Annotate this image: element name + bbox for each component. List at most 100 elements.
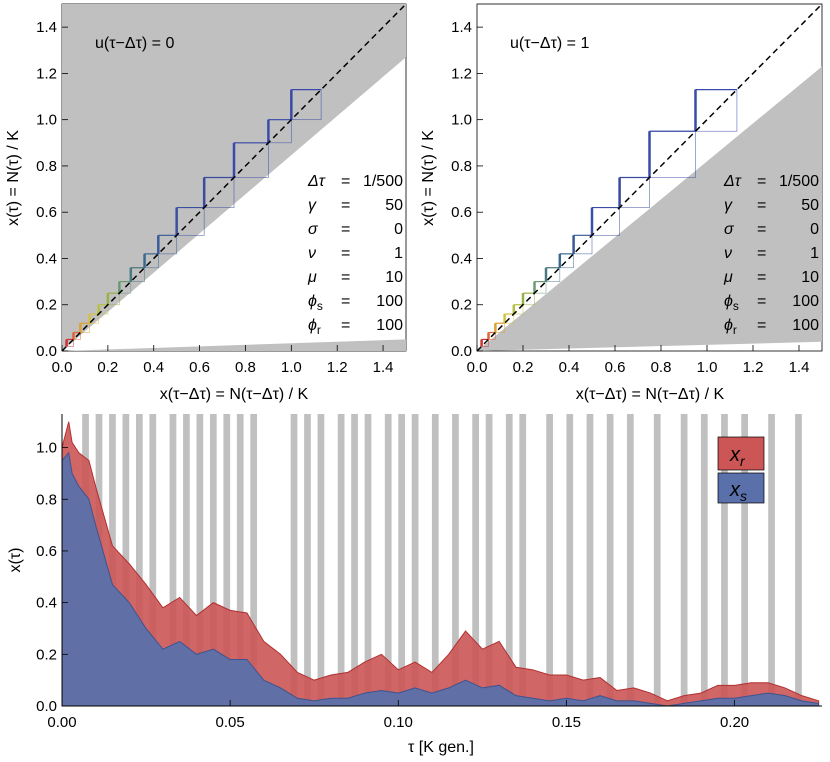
treatment-band (485, 414, 493, 706)
param-equals: = (341, 197, 350, 214)
y-tick-label: 1.0 (36, 440, 57, 457)
treatment-band (149, 414, 157, 706)
y-tick-label: 0.6 (451, 204, 472, 221)
param-equals: = (341, 317, 350, 334)
y-tick-label: 0.2 (36, 646, 57, 663)
param-value: 100 (792, 293, 819, 310)
y-tick-label: 0.0 (36, 343, 57, 360)
x-tick-label: 0.8 (651, 359, 672, 376)
panel-top-right-annotation: u(τ−Δτ) = 1 (510, 35, 589, 52)
panel-top-left-cobweb (65, 88, 322, 347)
treatment-band (566, 414, 574, 706)
cobweb-box (504, 313, 515, 324)
y-tick-label: 0.6 (36, 204, 57, 221)
panel-top-left-diagonal (61, 3, 407, 352)
cobweb-box (573, 234, 593, 255)
param-value: 1/500 (779, 173, 819, 190)
panel-bottom-ticks: 0.00 0.05 0.10 0.15 0.20 0.0 0.2 0.4 0.6 0.8 1.0 (36, 440, 749, 731)
cobweb-box (495, 322, 505, 333)
y-tick-label: 1.2 (451, 65, 472, 82)
legend-label-x-r: xr (729, 444, 746, 469)
param-value: 0 (810, 221, 819, 238)
treatment-band (223, 414, 231, 706)
param-equals: = (341, 173, 350, 190)
treatment-band (169, 414, 177, 706)
param-equals: = (757, 269, 766, 286)
treatment-band (472, 414, 479, 706)
cobweb-box (545, 267, 561, 282)
param-equals: = (341, 221, 350, 238)
param-value: 1 (810, 245, 819, 262)
treatment-band (183, 414, 190, 706)
param-value: 1/500 (363, 173, 403, 190)
legend-swatch-x-r (717, 436, 765, 471)
treatment-band (721, 414, 728, 706)
treatment-band (337, 414, 345, 706)
param-value: 0 (394, 221, 403, 238)
y-tick-label: 0.6 (36, 543, 57, 560)
treatment-band (290, 414, 298, 706)
y-tick-label: 1.4 (451, 19, 472, 36)
panel-top-left-xlabel: x(τ−Δτ) = N(τ−Δτ) / K (160, 386, 309, 403)
cobweb-box (66, 339, 74, 347)
panel-top-right-cobweb (480, 88, 738, 347)
treatment-band (795, 414, 802, 706)
x-tick-label: 0.10 (384, 714, 413, 731)
param-value: 100 (376, 317, 403, 334)
param-symbol: Δτ (307, 173, 326, 190)
x-tick-label: 0.0 (52, 359, 73, 376)
y-tick-label: 1.4 (36, 19, 57, 36)
y-tick-label: 0.0 (451, 343, 472, 360)
x-tick-label: 0.4 (143, 359, 164, 376)
cobweb-box (79, 322, 90, 333)
legend-label-x-s: xs (729, 479, 747, 504)
x-tick-label: 0.2 (97, 359, 118, 376)
cobweb-box (73, 332, 81, 340)
shaded-lower-wedge (62, 339, 406, 351)
param-equals: = (757, 245, 766, 262)
x-tick-label: 0.4 (559, 359, 580, 376)
param-value: 100 (376, 293, 403, 310)
param-value: 50 (801, 197, 819, 214)
cobweb-box (268, 119, 292, 144)
x-tick-label: 0.20 (720, 714, 749, 731)
treatment-band (680, 414, 688, 706)
y-tick-label: 0.0 (36, 698, 57, 715)
panel-top-right: 0.0 0.2 0.4 0.6 0.8 1.0 1.2 1.4 0.0 0.2 0.4 0.6 0.8 1… (420, 3, 823, 403)
panel-top-right-ylabel: x(τ) = N(τ) / K (420, 130, 437, 226)
param-equals: = (341, 245, 350, 262)
treatment-band (351, 414, 358, 706)
treatment-band (452, 414, 459, 706)
x-tick-label: 0.8 (235, 359, 256, 376)
cobweb-box (534, 281, 547, 294)
param-symbol: γ (724, 197, 733, 214)
cobweb-box (513, 304, 524, 315)
panel-top-right-xlabel: x(τ−Δτ) = N(τ−Δτ) / K (576, 386, 725, 403)
cobweb-box (649, 130, 696, 178)
treatment-band (626, 414, 634, 706)
y-tick-label: 0.8 (451, 158, 472, 175)
y-tick-label: 0.4 (451, 250, 472, 267)
treatment-band (384, 414, 392, 706)
x-tick-label: 1.2 (743, 359, 764, 376)
x-tick-label: 0.05 (216, 714, 245, 731)
param-value: 1 (394, 245, 403, 262)
treatment-band (398, 414, 406, 706)
param-equals: = (757, 293, 766, 310)
x-tick-label: 1.4 (789, 359, 810, 376)
cobweb-box (89, 313, 100, 324)
treatment-band (741, 414, 749, 706)
panel-top-left-ticks: 0.0 0.2 0.4 0.6 0.8 1.0 1.2 1.4 0.0 0.2 0.4 0.6 0.8 1… (36, 19, 393, 376)
treatment-band (700, 414, 708, 706)
panel-top-right-shading (477, 66, 822, 352)
treatment-band (586, 414, 594, 706)
param-symbol: σ (724, 221, 735, 238)
cobweb-box (481, 339, 489, 347)
treatment-band (196, 414, 204, 706)
treatment-band (653, 414, 661, 706)
param-value: 10 (801, 269, 819, 286)
param-equals: = (341, 269, 350, 286)
